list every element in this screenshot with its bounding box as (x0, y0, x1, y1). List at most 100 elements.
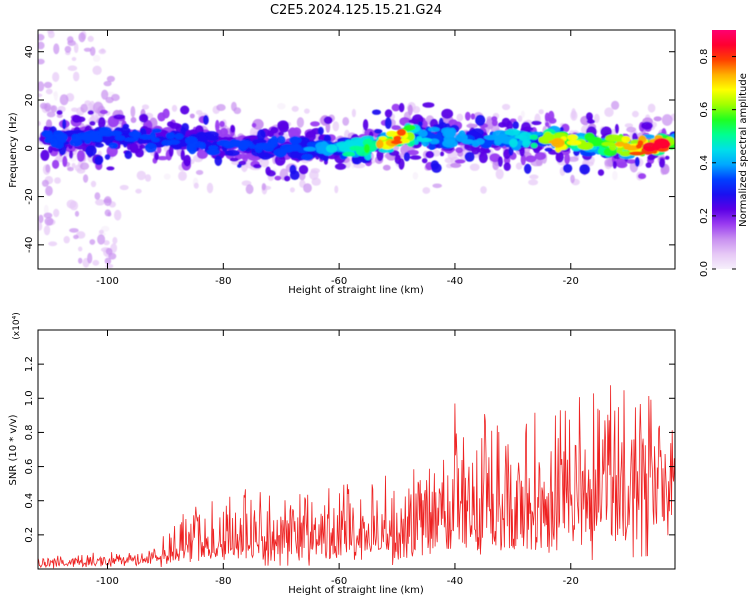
spectrogram-cell (237, 139, 250, 150)
spectrogram-cell (219, 120, 225, 128)
spectrogram-cell (178, 171, 187, 181)
spectrogram-cell (276, 135, 286, 144)
spectrogram-cell (306, 141, 316, 148)
spectrogram-cell (384, 109, 393, 118)
spectrogram-cell (165, 132, 176, 140)
spectrogram-cell (236, 153, 250, 159)
spectrogram-cell (585, 112, 593, 121)
spectrogram-cell (261, 183, 266, 191)
spectrogram-cell (439, 151, 445, 157)
spectrogram-cell (538, 109, 544, 115)
spectrogram-cell (208, 145, 219, 151)
spectrogram-cell (273, 148, 287, 158)
spectrogram-cell (248, 144, 256, 149)
spectrogram-cell (454, 159, 466, 164)
spectrogram-cell (85, 145, 97, 157)
spectrogram-cell (432, 183, 443, 189)
spectrogram-cell (38, 58, 45, 65)
spectrogram-cell (83, 174, 89, 183)
spectrogram-cell (40, 149, 50, 161)
spectrogram-cell (163, 173, 171, 180)
spectrogram-cell (67, 36, 74, 44)
spectrogram-cell (130, 117, 137, 123)
spectrogram-cell (425, 151, 435, 159)
snr-multiplier: (x10⁴) (12, 312, 22, 339)
spectrogram-cell (528, 179, 539, 186)
spectrogram-cell (428, 127, 440, 132)
spectrogram-cell (372, 109, 381, 115)
spectrogram-cell (393, 135, 402, 142)
spectrogram-cell (455, 147, 464, 154)
spectrogram-cell (274, 175, 282, 181)
spectrogram-cell (334, 163, 347, 170)
snr-ytick-label: 0.6 (24, 459, 35, 475)
spectrogram-cell (289, 136, 302, 145)
spectrogram-cell (567, 134, 578, 141)
spectrogram-cell (71, 107, 79, 112)
spectrogram-cell (456, 113, 464, 122)
spectrogram-cell (45, 164, 51, 173)
spectrogram-cell (444, 157, 454, 164)
colorbar-tick-label: 0.0 (699, 261, 710, 277)
spectrogram-cell (566, 140, 582, 146)
snr-xtick-label: -20 (563, 576, 579, 587)
snr-ytick-label: 1.0 (24, 390, 35, 406)
spectrogram-cell (504, 128, 521, 136)
spectrogram-cell (421, 158, 428, 164)
spectrogram-cell (398, 158, 405, 170)
spectrogram-cell (512, 121, 519, 130)
spectrogram-cell (78, 246, 83, 252)
spectrogram-cell (494, 137, 502, 146)
spectrogram-cell (517, 115, 523, 122)
spectrogram-cell (436, 131, 443, 141)
spectrogram-cell (193, 182, 199, 189)
spectrogram-cell (203, 114, 209, 125)
spectrogram-cell (570, 174, 575, 184)
spectrogram-cell (214, 155, 223, 167)
spectrogram-cell (171, 104, 178, 112)
spectrogram-cell (524, 163, 532, 174)
spectrogram-cell (74, 210, 80, 217)
spectrogram-cell (326, 144, 338, 153)
snr-xtick-label: -60 (331, 576, 347, 587)
spectrogram-cell (601, 141, 616, 147)
snr-ytick-label: 0.4 (24, 493, 35, 509)
spectrogram-cell (38, 214, 44, 224)
spectrogram-cell (180, 149, 185, 161)
spectrogram-cell (298, 165, 309, 175)
spectrogram-cell (108, 142, 119, 149)
spectrogram-cell (304, 108, 310, 114)
spectrogram-cell (525, 155, 537, 163)
colorbar-tick-label: 0.2 (699, 208, 710, 224)
spectrogram-xtick-label: -100 (96, 276, 119, 287)
spectrogram-cell (43, 204, 49, 215)
spectrogram-cell (189, 113, 195, 119)
spectrogram-xlabel: Height of straight line (km) (288, 285, 424, 296)
spectrogram-cell (611, 100, 620, 110)
spectrogram-cell (180, 105, 190, 115)
spectrogram-cell (151, 137, 160, 143)
spectrogram-cell (89, 239, 96, 245)
spectrogram-cell (323, 116, 333, 125)
spectrogram-cell (192, 141, 204, 148)
spectrogram-cell (38, 93, 43, 98)
spectrogram-cell (56, 110, 63, 115)
colorbar-scale (712, 30, 736, 269)
spectrogram-cell (548, 117, 557, 124)
spectrogram-cell (378, 136, 387, 141)
spectrogram-cell (183, 154, 192, 167)
spectrogram-cell (465, 111, 471, 121)
spectrogram-cell (555, 151, 564, 163)
spectrogram-cell (491, 116, 498, 122)
spectrogram-cell (41, 130, 53, 138)
spectrogram-cell (641, 121, 653, 130)
spectrogram-cell (612, 160, 617, 169)
spectrogram-cell (438, 117, 444, 130)
spectrogram-cell (59, 94, 69, 106)
spectrogram-panel: -100 -80 -60 -40 -20 -40 -20 0 20 40 Height of st… (8, 29, 676, 296)
spectrogram-cell (530, 142, 538, 149)
spectrogram-cell (450, 162, 462, 168)
spectrogram-cell (519, 145, 525, 157)
spectrogram-cell (94, 142, 104, 148)
